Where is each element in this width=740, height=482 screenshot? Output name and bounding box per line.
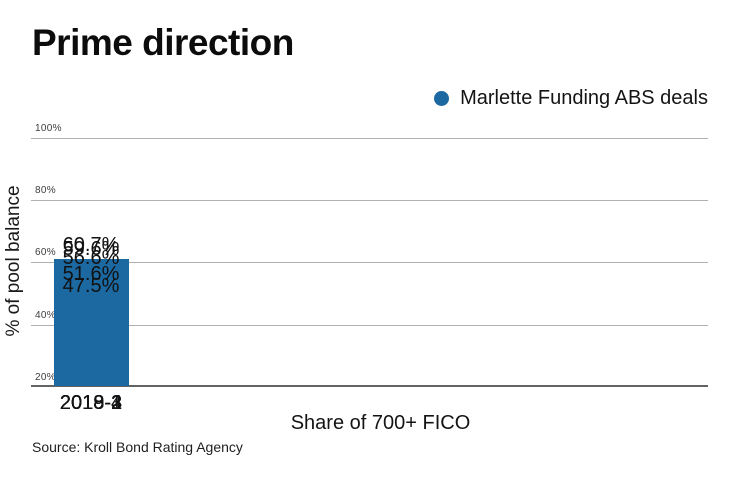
bar-value-label: 56.6% xyxy=(62,247,120,270)
legend: Marlette Funding ABS deals xyxy=(434,87,708,110)
gridline-100 xyxy=(31,138,708,139)
y-tick-label: 40% xyxy=(35,310,56,321)
y-tick-label: 100% xyxy=(35,123,62,134)
x-category-label: 2018-2 xyxy=(59,392,123,414)
bar-2018-2 xyxy=(53,300,129,386)
bar-group-2018-2: 47.5% 2018-2 xyxy=(31,275,151,414)
x-category-label: 2019-1 xyxy=(59,392,123,414)
y-tick-label: 80% xyxy=(35,185,56,196)
plot-area: 100% 80% 60% 40% 20% 59.6% 2019-2 60.7% … xyxy=(31,123,708,414)
y-tick-label: 60% xyxy=(35,247,56,258)
bar-value-label: 47.5% xyxy=(62,275,120,298)
bar-value-label: 59.6% xyxy=(62,237,120,260)
x-axis-line xyxy=(31,385,708,387)
gridline-60 xyxy=(31,262,708,263)
gridline-80 xyxy=(31,200,708,201)
chart-title: Prime direction xyxy=(32,22,294,63)
legend-series-label: Marlette Funding ABS deals xyxy=(460,87,708,109)
source-attribution: Source: Kroll Bond Rating Agency xyxy=(32,439,243,455)
x-axis-title: Share of 700+ FICO xyxy=(290,412,471,434)
y-axis-title: % of pool balance xyxy=(3,185,24,337)
legend-marker-dot-icon xyxy=(434,91,450,106)
y-tick-label: 20% xyxy=(35,372,56,383)
bar-value-label: 60.7% xyxy=(62,234,120,257)
bar-value-label: 51.6% xyxy=(62,262,120,285)
x-category-label: 2018-3 xyxy=(59,392,123,414)
x-category-label: 2019-2 xyxy=(59,392,123,414)
x-category-label: 2018-4 xyxy=(59,392,123,414)
gridline-40 xyxy=(31,325,708,326)
